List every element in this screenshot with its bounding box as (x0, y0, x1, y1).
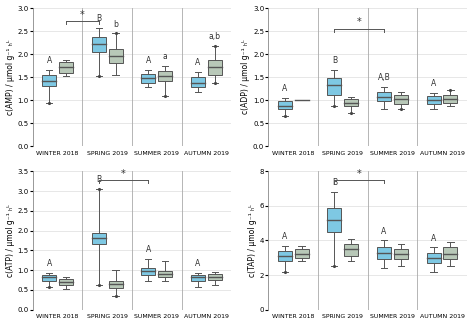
Bar (328, 78, 341, 95)
Bar (344, 244, 358, 256)
Text: B: B (96, 175, 101, 184)
Bar (191, 77, 205, 87)
Bar (427, 253, 440, 263)
Text: A: A (46, 57, 52, 65)
Text: A: A (195, 259, 201, 268)
Text: B: B (332, 57, 337, 65)
Bar (59, 279, 73, 285)
Bar (377, 92, 391, 101)
Bar (427, 96, 440, 104)
Bar (328, 208, 341, 232)
Text: A: A (431, 234, 436, 242)
Text: *: * (80, 9, 85, 20)
Bar (42, 275, 56, 281)
Text: A: A (146, 57, 151, 65)
Y-axis label: c(ADP) / μmol g⁻¹ ₕᴸ: c(ADP) / μmol g⁻¹ ₕᴸ (241, 40, 250, 114)
Bar (92, 233, 106, 244)
Bar (444, 247, 457, 259)
Y-axis label: c(TAP) / μmol g⁻¹ ₕᴸ: c(TAP) / μmol g⁻¹ ₕᴸ (248, 204, 257, 277)
Text: A: A (282, 232, 287, 241)
Bar (59, 62, 73, 72)
Text: A: A (282, 84, 287, 93)
Text: B: B (96, 14, 101, 23)
Y-axis label: c(AMP) / μmol g⁻¹ ₕᴸ: c(AMP) / μmol g⁻¹ ₕᴸ (6, 40, 15, 115)
Text: b: b (113, 20, 118, 29)
Text: A: A (382, 227, 387, 236)
Text: B: B (332, 178, 337, 187)
Text: *: * (357, 169, 362, 178)
Bar (109, 49, 123, 63)
Bar (158, 71, 172, 81)
Bar (208, 274, 222, 280)
Bar (444, 95, 457, 102)
Text: *: * (357, 18, 362, 27)
Bar (92, 37, 106, 52)
Bar (191, 275, 205, 281)
Text: A: A (146, 245, 151, 254)
Bar (158, 271, 172, 277)
Bar (109, 281, 123, 288)
Bar (344, 99, 358, 106)
Text: A: A (195, 58, 201, 67)
Y-axis label: c(ATP) / μmol g⁻¹ ₕᴸ: c(ATP) / μmol g⁻¹ ₕᴸ (6, 204, 15, 277)
Text: A: A (46, 259, 52, 268)
Bar (141, 73, 155, 83)
Bar (377, 247, 391, 259)
Bar (394, 249, 408, 259)
Text: a: a (163, 52, 168, 61)
Bar (278, 251, 292, 261)
Text: *: * (121, 169, 126, 179)
Bar (141, 268, 155, 275)
Text: A: A (431, 80, 436, 88)
Bar (278, 101, 292, 110)
Bar (42, 75, 56, 86)
Bar (295, 249, 309, 258)
Bar (394, 95, 408, 104)
Text: a,b: a,b (209, 32, 221, 41)
Bar (208, 60, 222, 75)
Text: A,B: A,B (378, 73, 390, 83)
